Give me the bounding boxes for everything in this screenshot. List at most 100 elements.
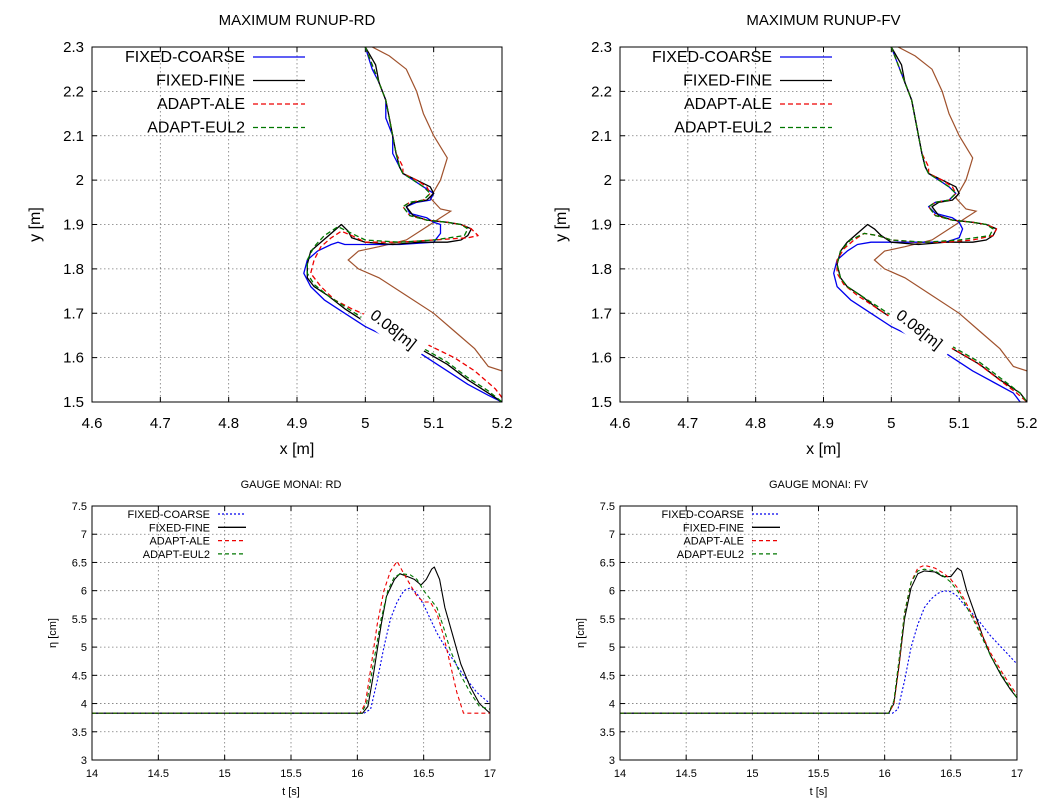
y-axis-label: y [m] [27,207,44,242]
y-tick-label: 3 [609,755,615,767]
x-tick-label: 16 [879,768,891,780]
series-line-adapt-ale [620,564,1017,714]
legend: FIXED-COARSEFIXED-FINEADAPT-ALEADAPT-EUL… [661,509,780,561]
legend-label: ADAPT-ALE [149,536,210,548]
x-tick-label: 14.5 [148,768,169,780]
annotation-bg [886,300,956,363]
chart-title: MAXIMUM RUNUP-RD [219,12,376,29]
series-line-fixed-coarse [303,47,502,402]
legend-label: ADAPT-ALE [157,96,245,113]
series-line-fixed-coarse [92,587,490,714]
y-tick-label: 5.5 [72,614,87,626]
y-tick-label: 5.5 [600,614,615,626]
y-tick-label: 1.8 [63,261,84,278]
series-line-adapt-eul2 [92,573,490,714]
x-tick-label: 16 [351,768,363,780]
y-tick-label: 1.9 [63,217,84,234]
x-tick-label: 4.6 [82,415,103,432]
y-tick-label: 1.7 [63,305,84,322]
x-tick-label: 5 [887,415,895,432]
y-tick-label: 7 [81,529,87,541]
y-tick-label: 7.5 [600,501,615,513]
legend-label: ADAPT-EUL2 [677,549,744,561]
y-axis-label: η [cm] [575,618,587,648]
y-tick-label: 3 [81,755,87,767]
y-tick-label: 4.5 [600,670,615,682]
y-tick-label: 2.2 [591,83,612,100]
plot-area [620,564,1017,714]
x-tick-label: 4.9 [813,415,834,432]
series-line-adapt-ale [310,47,502,398]
y-tick-label: 1.5 [63,394,84,411]
x-tick-label: 15.5 [280,768,301,780]
x-tick-label: 5.1 [949,415,970,432]
series-line-adapt-eul2 [620,568,1017,714]
legend-label: ADAPT-ALE [683,536,744,548]
y-tick-label: 6 [81,586,87,598]
legend-label: ADAPT-EUL2 [674,120,772,137]
series-line-fixed-fine [306,47,502,402]
y-axis-label: y [m] [553,207,570,242]
y-tick-label: 1.6 [591,350,612,367]
x-tick-label: 5.2 [1017,415,1038,432]
plot-frame [91,505,491,761]
y-tick-label: 2.1 [591,128,612,145]
y-tick-label: 1.5 [591,394,612,411]
contour-line [873,47,1027,372]
series-line-adapt-ale [92,560,490,714]
y-tick-label: 6.5 [72,557,87,569]
x-tick-label: 4.8 [218,415,239,432]
x-tick-label: 4.8 [745,415,766,432]
legend-label: FIXED-COARSE [127,509,210,521]
x-axis-label: x [m] [806,441,841,458]
y-tick-label: 5 [81,642,87,654]
chart-title: MAXIMUM RUNUP-FV [746,12,900,29]
x-tick-label: 5 [361,415,369,432]
x-tick-label: 17 [484,768,496,780]
series-line-adapt-eul2 [836,47,1027,402]
legend: FIXED-COARSEFIXED-FINEADAPT-ALEADAPT-EUL… [652,49,832,137]
plot-frame [91,46,503,403]
y-tick-label: 4 [81,699,87,711]
legend-label: FIXED-FINE [156,73,245,90]
y-tick-label: 5 [609,642,615,654]
x-tick-label: 15 [219,768,231,780]
y-tick-label: 2 [76,172,84,189]
chart-panel-3: GAUGE MONAI: RD 14 14.5 15 15.5 16 16.5 17 3 3.5 4… [47,479,496,798]
y-tick-label: 1.9 [591,217,612,234]
y-tick-label: 7 [609,529,615,541]
x-tick-label: 14.5 [675,768,696,780]
x-tick-label: 17 [1011,768,1023,780]
plot-frame [619,46,1028,403]
y-tick-label: 1.6 [63,350,84,367]
x-tick-label: 4.6 [610,415,631,432]
x-tick-label: 5.2 [492,415,513,432]
x-tick-label: 16.5 [940,768,961,780]
contour-line [347,47,502,372]
y-tick-label: 2.3 [63,39,84,56]
series-line-fixed-fine [92,566,490,714]
y-tick-label: 1.7 [591,305,612,322]
x-tick-label: 15.5 [808,768,829,780]
plot-frame [619,505,1018,761]
y-tick-label: 6 [609,586,615,598]
x-axis-label: t [s] [810,786,828,798]
x-axis-label: x [m] [280,441,315,458]
legend-label: ADAPT-EUL2 [143,549,210,561]
x-tick-label: 15 [746,768,758,780]
legend-label: ADAPT-EUL2 [147,120,245,137]
legend-label: FIXED-FINE [683,73,772,90]
y-tick-label: 3.5 [600,727,615,739]
plot-area [833,47,1027,402]
legend-label: FIXED-FINE [683,522,744,534]
y-tick-label: 1.8 [591,261,612,278]
legend-label: FIXED-COARSE [652,49,772,66]
x-axis-label: t [s] [282,786,300,798]
plot-area [303,47,502,402]
chart-panel-1: MAXIMUM RUNUP-RD 4.6 4.7 4.8 4.9 5 5.1 5.2 1.5 1.… [27,12,512,458]
x-tick-label: 4.7 [677,415,698,432]
chart-title: GAUGE MONAI: RD [241,479,342,491]
x-tick-label: 4.7 [150,415,171,432]
y-tick-label: 2.1 [63,128,84,145]
